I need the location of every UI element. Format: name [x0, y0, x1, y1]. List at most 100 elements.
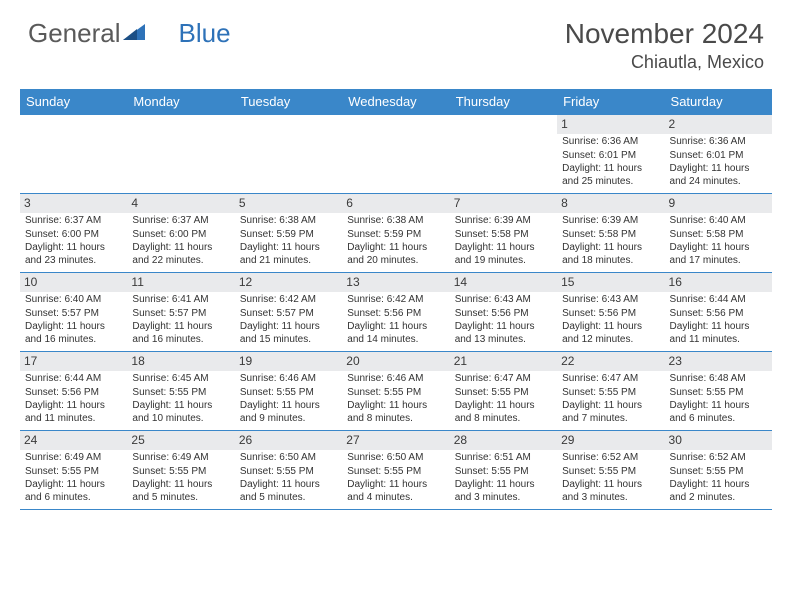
sunset-text: Sunset: 5:56 PM: [25, 387, 122, 400]
day-info: Sunrise: 6:44 AMSunset: 5:56 PMDaylight:…: [669, 294, 768, 346]
calendar-cell: 20 Sunrise: 6:46 AMSunset: 5:55 PMDayligh…: [342, 352, 449, 430]
calendar-cell: 4Sunrise: 6:37 AMSunset: 6:00 PMDaylight…: [127, 194, 234, 272]
daylight-text: Daylight: 11 hours and 7 minutes.: [562, 400, 659, 425]
calendar-cell: 28 Sunrise: 6:51 AMSunset: 5:55 PMDayligh…: [450, 431, 557, 509]
calendar-cell: 5 Sunrise: 6:38 AMSunset: 5:59 PMDaylight…: [235, 194, 342, 272]
day-number: 5: [235, 194, 342, 213]
daylight-text: Daylight: 11 hours and 3 minutes.: [562, 479, 659, 504]
day-info: Sunrise: 6:42 AMSunset: 5:56 PMDaylight:…: [346, 294, 445, 346]
sunset-text: Sunset: 5:55 PM: [347, 466, 444, 479]
day-number: 24: [20, 431, 127, 450]
calendar-cell: 25Sunrise: 6:49 AMSunset: 5:55 PMDayligh…: [127, 431, 234, 509]
day-number: 17: [20, 352, 127, 371]
day-number: 1: [557, 115, 664, 134]
daylight-text: Daylight: 11 hours and 3 minutes.: [455, 479, 552, 504]
sunrise-text: Sunrise: 6:48 AM: [670, 373, 767, 386]
sunset-text: Sunset: 5:58 PM: [455, 229, 552, 242]
day-info: Sunrise: 6:46 AMSunset: 5:55 PMDaylight:…: [346, 373, 445, 425]
sunrise-text: Sunrise: 6:45 AM: [132, 373, 229, 386]
sunset-text: Sunset: 5:59 PM: [240, 229, 337, 242]
sunrise-text: Sunrise: 6:42 AM: [240, 294, 337, 307]
day-info: Sunrise: 6:38 AMSunset: 5:59 PMDaylight:…: [346, 215, 445, 267]
daylight-text: Daylight: 11 hours and 18 minutes.: [562, 242, 659, 267]
sunrise-text: Sunrise: 6:38 AM: [347, 215, 444, 228]
day-info: Sunrise: 6:40 AMSunset: 5:58 PMDaylight:…: [669, 215, 768, 267]
sunrise-text: Sunrise: 6:52 AM: [670, 452, 767, 465]
sunrise-text: Sunrise: 6:38 AM: [240, 215, 337, 228]
day-info: Sunrise: 6:47 AMSunset: 5:55 PMDaylight:…: [561, 373, 660, 425]
calendar-cell: 14Sunrise: 6:43 AMSunset: 5:56 PMDayligh…: [450, 273, 557, 351]
day-number: 20: [342, 352, 449, 371]
day-header-cell: Friday: [557, 89, 664, 114]
sunrise-text: Sunrise: 6:49 AM: [132, 452, 229, 465]
sunrise-text: Sunrise: 6:36 AM: [562, 136, 659, 149]
sunrise-text: Sunrise: 6:42 AM: [347, 294, 444, 307]
daylight-text: Daylight: 11 hours and 16 minutes.: [25, 321, 122, 346]
daylight-text: Daylight: 11 hours and 21 minutes.: [240, 242, 337, 267]
calendar-cell: 10Sunrise: 6:40 AMSunset: 5:57 PMDayligh…: [20, 273, 127, 351]
calendar-cell: 17Sunrise: 6:44 AMSunset: 5:56 PMDayligh…: [20, 352, 127, 430]
sunset-text: Sunset: 5:55 PM: [132, 466, 229, 479]
day-number: 18: [127, 352, 234, 371]
day-number: 8: [557, 194, 664, 213]
calendar-cell: 15Sunrise: 6:43 AMSunset: 5:56 PMDayligh…: [557, 273, 664, 351]
calendar-cell: 16Sunrise: 6:44 AMSunset: 5:56 PMDayligh…: [665, 273, 772, 351]
daylight-text: Daylight: 11 hours and 12 minutes.: [562, 321, 659, 346]
sunset-text: Sunset: 5:55 PM: [347, 387, 444, 400]
daylight-text: Daylight: 11 hours and 24 minutes.: [670, 163, 767, 188]
day-info: Sunrise: 6:49 AMSunset: 5:55 PMDaylight:…: [24, 452, 123, 504]
day-info: Sunrise: 6:51 AMSunset: 5:55 PMDaylight:…: [454, 452, 553, 504]
daylight-text: Daylight: 11 hours and 11 minutes.: [670, 321, 767, 346]
day-number: 19: [235, 352, 342, 371]
day-number: 23: [665, 352, 772, 371]
day-info: Sunrise: 6:52 AMSunset: 5:55 PMDaylight:…: [561, 452, 660, 504]
day-number: 21: [450, 352, 557, 371]
calendar-cell: 26Sunrise: 6:50 AMSunset: 5:55 PMDayligh…: [235, 431, 342, 509]
day-info: Sunrise: 6:52 AMSunset: 5:55 PMDaylight:…: [669, 452, 768, 504]
sunset-text: Sunset: 5:55 PM: [670, 466, 767, 479]
daylight-text: Daylight: 11 hours and 11 minutes.: [25, 400, 122, 425]
calendar-week: 24Sunrise: 6:49 AMSunset: 5:55 PMDayligh…: [20, 430, 772, 510]
calendar-week: 1Sunrise: 6:36 AMSunset: 6:01 PMDaylight…: [20, 114, 772, 193]
calendar-cell: 8 Sunrise: 6:39 AMSunset: 5:58 PMDaylight…: [557, 194, 664, 272]
calendar-cell: 1Sunrise: 6:36 AMSunset: 6:01 PMDaylight…: [557, 115, 664, 193]
sunset-text: Sunset: 5:57 PM: [132, 308, 229, 321]
calendar-cell: 18Sunrise: 6:45 AMSunset: 5:55 PMDayligh…: [127, 352, 234, 430]
daylight-text: Daylight: 11 hours and 9 minutes.: [240, 400, 337, 425]
day-number: 10: [20, 273, 127, 292]
calendar-cell: [235, 115, 342, 193]
sunrise-text: Sunrise: 6:39 AM: [455, 215, 552, 228]
sunrise-text: Sunrise: 6:47 AM: [562, 373, 659, 386]
brand-blue: Blue: [179, 18, 231, 49]
sunrise-text: Sunrise: 6:52 AM: [562, 452, 659, 465]
daylight-text: Daylight: 11 hours and 15 minutes.: [240, 321, 337, 346]
sunrise-text: Sunrise: 6:49 AM: [25, 452, 122, 465]
sunrise-text: Sunrise: 6:37 AM: [132, 215, 229, 228]
daylight-text: Daylight: 11 hours and 20 minutes.: [347, 242, 444, 267]
day-number: 28: [450, 431, 557, 450]
day-header-cell: Sunday: [20, 89, 127, 114]
sunset-text: Sunset: 5:57 PM: [25, 308, 122, 321]
sunrise-text: Sunrise: 6:39 AM: [562, 215, 659, 228]
month-title: November 2024: [565, 18, 764, 50]
day-info: Sunrise: 6:37 AMSunset: 6:00 PMDaylight:…: [131, 215, 230, 267]
day-header-row: Sunday Monday Tuesday Wednesday Thursday…: [20, 89, 772, 114]
daylight-text: Daylight: 11 hours and 16 minutes.: [132, 321, 229, 346]
sunset-text: Sunset: 5:55 PM: [240, 387, 337, 400]
sunrise-text: Sunrise: 6:37 AM: [25, 215, 122, 228]
sunrise-text: Sunrise: 6:46 AM: [240, 373, 337, 386]
day-number: 6: [342, 194, 449, 213]
day-info: Sunrise: 6:42 AMSunset: 5:57 PMDaylight:…: [239, 294, 338, 346]
day-info: Sunrise: 6:39 AMSunset: 5:58 PMDaylight:…: [561, 215, 660, 267]
sunrise-text: Sunrise: 6:50 AM: [347, 452, 444, 465]
daylight-text: Daylight: 11 hours and 25 minutes.: [562, 163, 659, 188]
day-number: 14: [450, 273, 557, 292]
calendar-cell: 22 Sunrise: 6:47 AMSunset: 5:55 PMDayligh…: [557, 352, 664, 430]
day-number: 27: [342, 431, 449, 450]
day-info: Sunrise: 6:50 AMSunset: 5:55 PMDaylight:…: [346, 452, 445, 504]
calendar: Sunday Monday Tuesday Wednesday Thursday…: [20, 89, 772, 510]
sunset-text: Sunset: 5:56 PM: [347, 308, 444, 321]
sunrise-text: Sunrise: 6:41 AM: [132, 294, 229, 307]
calendar-cell: [450, 115, 557, 193]
day-number: 22: [557, 352, 664, 371]
